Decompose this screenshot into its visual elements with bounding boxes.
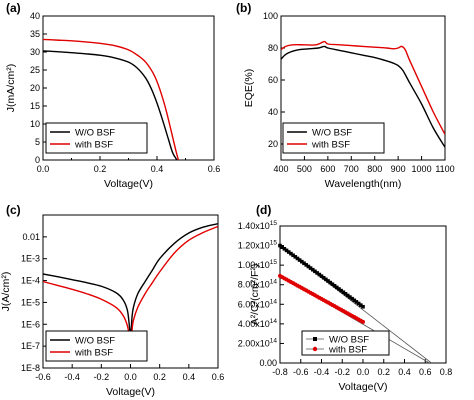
x-tick-label: 700 [344, 164, 359, 174]
legend: W/O BSFwith BSF [283, 123, 384, 153]
series-line [43, 224, 218, 335]
series-line [43, 226, 218, 342]
legend: W/O BSFwith BSF [302, 331, 389, 356]
y-tick-exponent: 14 [270, 318, 278, 325]
x-axis-label: Voltage(V) [338, 381, 387, 393]
x-tick-label: 0.4 [183, 372, 196, 382]
legend-label: with BSF [74, 348, 113, 359]
y-tick-label: 80 [268, 43, 278, 53]
y-axis-label: A²/C²(cm²/F²) [249, 264, 261, 326]
y-tick-label: 1E-6 [21, 319, 40, 329]
panel-label: (b) [236, 1, 251, 15]
data-point [361, 305, 365, 309]
panel-a: (a) 0.0 0.2 0.4 0.6 0 5 10 15 20 25 30 35 40 Voltage(V… [5, 1, 220, 190]
y-tick-label: 20 [30, 83, 40, 93]
x-tick-label: -0.6 [35, 372, 51, 382]
x-axis-label: Voltage(V) [104, 178, 153, 190]
y-tick-mantissa: 2.00x10 [238, 338, 270, 348]
panel-label: (d) [256, 203, 271, 217]
y-tick-label: 100 [263, 11, 278, 21]
x-tick-label: 0.6 [212, 372, 225, 382]
x-tick-label: 0.0 [37, 164, 50, 174]
y-tick-label: 1.40x1015 [238, 220, 278, 231]
y-tick-label: 1E-4 [21, 276, 40, 286]
x-tick-label: -0.2 [334, 367, 350, 377]
y-tick-label: 35 [30, 29, 40, 39]
x-tick-label: 1000 [412, 164, 432, 174]
legend-marker [313, 347, 317, 351]
y-tick-label: 1E-7 [21, 341, 40, 351]
y-tick-exponent: 14 [270, 337, 278, 344]
y-tick-label: 15 [30, 101, 40, 111]
legend-label: W/O BSF [312, 128, 352, 139]
y-axis-label: J(mA/cm²) [5, 64, 17, 112]
y-tick-exponent: 14 [270, 298, 278, 305]
y-tick-exponent: 15 [270, 259, 278, 266]
legend-marker [313, 337, 317, 341]
legend: W/O BSFwith BSF [46, 123, 147, 153]
y-tick-label: 10 [30, 119, 40, 129]
y-tick-label: 5 [35, 137, 40, 147]
x-tick-label: -0.4 [64, 372, 80, 382]
x-tick-label: 0.8 [440, 367, 453, 377]
y-tick-label: 20 [268, 139, 278, 149]
y-tick-mantissa: 1.40x10 [238, 221, 270, 231]
x-tick-label: 600 [320, 164, 335, 174]
y-tick-label: 0 [35, 155, 40, 165]
panel-label: (c) [6, 203, 21, 217]
data-point [361, 320, 365, 324]
y-tick-label: 30 [30, 47, 40, 57]
legend-label: with BSF [74, 140, 113, 151]
legend: W/O BSFwith BSF [46, 331, 147, 361]
y-tick-label: 0.00 [259, 358, 277, 368]
y-axis-label: J(A/cm²) [0, 272, 12, 312]
y-tick-exponent: 14 [270, 279, 278, 286]
y-tick-label: 1E-5 [21, 297, 40, 307]
x-tick-label: 500 [297, 164, 312, 174]
y-tick-label: 2.00x1014 [238, 337, 278, 348]
y-tick-exponent: 15 [270, 240, 278, 247]
x-tick-label: -0.8 [272, 367, 288, 377]
panel-b: (b) 400 500 600 700 800 900 10001100 20 40 60 80 100… [236, 1, 455, 190]
x-tick-label: 900 [391, 164, 406, 174]
x-tick-label: 0.0 [357, 367, 370, 377]
panel-c: (c) -0.6 -0.4 -0.2 0.0 0.2 0.4 0.6 1E-8 1E-7 1E-6 1… [0, 203, 224, 398]
x-axis-label: Voltage(V) [106, 386, 155, 398]
x-tick-label: 800 [367, 164, 382, 174]
x-tick-label: 0.2 [94, 164, 107, 174]
x-axis-label: Wavelength(nm) [325, 178, 402, 190]
y-tick-label: 1E-8 [21, 363, 40, 373]
y-tick-label: 1E-3 [21, 254, 40, 264]
x-tick-label: 400 [273, 164, 288, 174]
x-tick-label: -0.6 [293, 367, 309, 377]
y-tick-label: 0.01 [22, 232, 40, 242]
x-tick-label: 0.2 [153, 372, 166, 382]
y-tick-mantissa: 0.00 [259, 358, 277, 368]
x-tick-label: 0.4 [398, 367, 411, 377]
y-tick-mantissa: 1.20x10 [238, 241, 270, 251]
y-axis-label: EQE(%) [243, 69, 255, 108]
legend-label: W/O BSF [75, 128, 115, 139]
x-tick-label: -0.2 [94, 372, 110, 382]
y-tick-label: 1.20x1015 [238, 240, 278, 251]
x-tick-label: -0.4 [314, 367, 330, 377]
y-tick-label: 25 [30, 65, 40, 75]
y-tick-exponent: 15 [270, 220, 278, 227]
y-tick-label: 40 [30, 11, 40, 21]
x-tick-label: 1100 [435, 164, 454, 174]
x-tick-label: 0.4 [151, 164, 164, 174]
y-tick-label: 60 [268, 75, 278, 85]
legend-label: with BSF [328, 345, 367, 356]
x-tick-label: 0.0 [124, 372, 137, 382]
panel-label: (a) [6, 1, 21, 15]
panel-d: (d) -0.8 -0.6 -0.4 -0.2 0.0 0.2 0.4 0.6 0.8 0.00 2.… [238, 203, 453, 393]
x-tick-label: 0.6 [208, 164, 221, 174]
x-tick-label: 0.6 [419, 367, 432, 377]
x-tick-label: 0.2 [377, 367, 390, 377]
y-tick-label: 40 [268, 107, 278, 117]
legend-label: W/O BSF [75, 336, 115, 347]
legend-label: with BSF [311, 140, 350, 151]
